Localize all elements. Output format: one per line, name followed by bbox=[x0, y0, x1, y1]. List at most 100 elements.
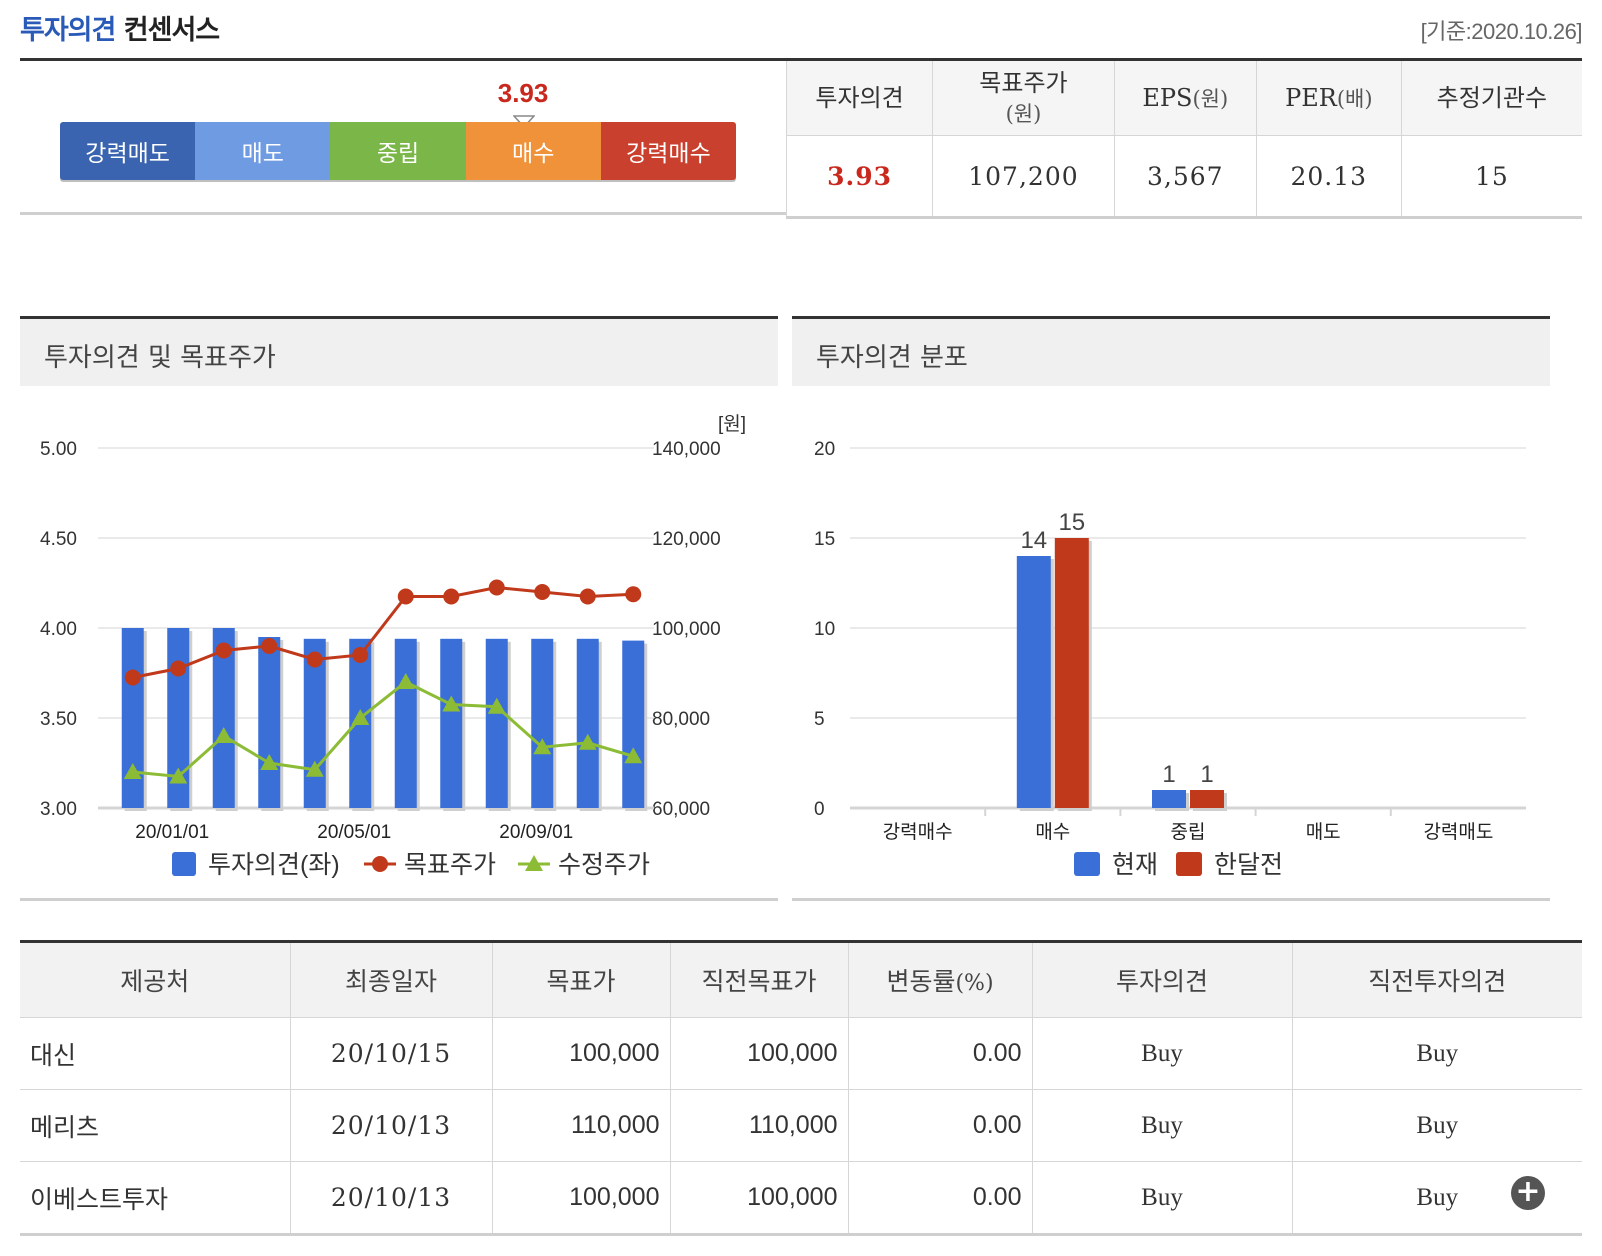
summary-eps-value: 3,567 bbox=[1113, 135, 1257, 219]
target-price-point bbox=[170, 660, 187, 677]
summary-header-eps: EPS(원) bbox=[1113, 61, 1257, 136]
y-left-tick-label: 3.50 bbox=[40, 709, 77, 730]
consensus-score: 3.93 bbox=[497, 78, 549, 108]
y-left-tick-label: 4.00 bbox=[40, 619, 77, 640]
opinion-distribution-panel: 투자의견 분포 20 15 10 5 0 강력매수 매수 14 15 중립 1 1 매도 강력매도 현재 한달… bbox=[792, 316, 1550, 901]
more-plus-icon[interactable]: + bbox=[1511, 1176, 1545, 1210]
y-right-tick-label: 60,000 bbox=[652, 799, 710, 820]
opinion-bar bbox=[394, 638, 417, 808]
data-label: 15 bbox=[1058, 509, 1085, 536]
distribution-bar bbox=[1016, 556, 1051, 808]
panel-footer-right bbox=[792, 898, 1550, 901]
legend-swatch bbox=[525, 855, 543, 871]
broker-table: 제공처 최종일자 목표가 직전목표가 변동률(%) 투자의견 직전투자의견 대신… bbox=[20, 940, 1582, 1236]
x-tick-label: 강력매도 bbox=[1423, 821, 1493, 843]
distribution-bar bbox=[1054, 538, 1089, 808]
broker-name: 대신 bbox=[20, 1017, 290, 1090]
legend-label: 투자의견(좌) bbox=[208, 851, 340, 879]
col-prev-opinion: 직전투자의견 bbox=[1291, 940, 1582, 1018]
broker-change: 0.00 bbox=[847, 1161, 1032, 1236]
panel-footer-left bbox=[20, 898, 778, 901]
broker-date: 20/10/13 bbox=[289, 1161, 492, 1236]
target-price-point bbox=[261, 638, 278, 654]
y-right-tick-label: 140,000 bbox=[652, 439, 721, 460]
data-label: 1 bbox=[1162, 761, 1175, 788]
summary-header-per: PER(배) bbox=[1255, 61, 1402, 136]
y-tick-label: 15 bbox=[814, 529, 835, 550]
target-price-point bbox=[443, 588, 460, 605]
target-price-point bbox=[625, 586, 642, 603]
scale-segment: 강력매도 bbox=[60, 122, 196, 180]
target-price-point bbox=[352, 647, 369, 663]
x-tick-label: 20/05/01 bbox=[317, 822, 391, 843]
broker-date: 20/10/15 bbox=[289, 1017, 492, 1090]
broker-target: 100,000 bbox=[491, 1017, 670, 1090]
opinion-bar bbox=[121, 628, 144, 808]
adjusted-price-point bbox=[123, 763, 142, 779]
data-label: 14 bbox=[1020, 527, 1047, 554]
opinion-target-panel: 투자의견 및 목표주가 [원] 5.00 4.50 4.00 3.50 3.00 140,0… bbox=[20, 316, 778, 901]
col-date: 최종일자 bbox=[289, 940, 492, 1018]
adjusted-price-point bbox=[351, 709, 370, 725]
summary-header-per-unit: (배) bbox=[1336, 87, 1373, 111]
adjusted-price-line bbox=[132, 680, 634, 779]
broker-header-row: 제공처 최종일자 목표가 직전목표가 변동률(%) 투자의견 직전투자의견 bbox=[20, 940, 1582, 1018]
broker-prev-target: 100,000 bbox=[669, 1017, 848, 1090]
summary-opinion-value: 3.93 bbox=[785, 135, 933, 219]
target-price-point bbox=[397, 588, 414, 605]
col-opinion: 투자의견 bbox=[1031, 940, 1292, 1018]
opinion-bar bbox=[576, 638, 599, 808]
y-right-tick-label: 80,000 bbox=[652, 709, 710, 730]
col-change: 변동률(%) bbox=[847, 940, 1032, 1018]
col-prev-target: 직전목표가 bbox=[669, 940, 848, 1018]
broker-change: 0.00 bbox=[847, 1017, 1032, 1090]
opinion-scale: 강력매도 매도 중립 매수 강력매수 bbox=[60, 122, 736, 180]
unit-label: [원] bbox=[718, 413, 746, 435]
adjusted-price-point bbox=[442, 695, 461, 712]
adjusted-price-point bbox=[260, 754, 279, 770]
page-title: 투자의견 컨센서스 bbox=[20, 8, 220, 47]
broker-prev-opinion: Buy bbox=[1291, 1017, 1582, 1090]
legend-swatch bbox=[372, 856, 388, 872]
distribution-bar bbox=[1190, 790, 1224, 808]
reference-date: [기준:2020.10.26] bbox=[1420, 19, 1583, 44]
opinion-bar bbox=[622, 640, 645, 808]
target-price-point bbox=[488, 579, 505, 596]
target-price-point bbox=[579, 588, 596, 605]
y-tick-label: 10 bbox=[814, 619, 835, 640]
adjusted-price-point bbox=[305, 760, 324, 777]
panel-title-right: 투자의견 분포 bbox=[792, 316, 1550, 386]
summary-header-per-label: PER bbox=[1285, 84, 1337, 112]
broker-target: 110,000 bbox=[491, 1089, 670, 1162]
adjusted-price-point bbox=[214, 727, 233, 743]
table-row: 이베스트투자 20/10/13 100,000 100,000 0.00 Buy… bbox=[20, 1161, 1582, 1236]
y-right-tick-label: 100,000 bbox=[652, 619, 721, 640]
x-tick-label: 중립 bbox=[1171, 821, 1206, 843]
adjusted-price-point bbox=[169, 767, 188, 784]
scale-segment: 매도 bbox=[195, 122, 331, 180]
summary-per-value: 20.13 bbox=[1255, 135, 1402, 219]
legend-label: 수정주가 bbox=[558, 851, 650, 879]
adjusted-price-point bbox=[396, 673, 415, 689]
opinion-bar bbox=[485, 638, 508, 808]
y-left-tick-label: 4.50 bbox=[40, 529, 77, 550]
consensus-summary-table: 투자의견 목표주가 (원) EPS(원) PER(배) 추정기관수 3.93 10… bbox=[785, 61, 1582, 219]
adjusted-price-point bbox=[533, 738, 552, 755]
scale-pointer-icon bbox=[512, 114, 536, 133]
legend-swatch bbox=[1176, 852, 1202, 876]
broker-prev-target: 100,000 bbox=[669, 1161, 848, 1236]
col-change-label: 변동률 bbox=[886, 967, 956, 996]
col-target: 목표가 bbox=[491, 940, 670, 1018]
legend-label: 한달전 bbox=[1214, 851, 1283, 879]
summary-header-target-unit: (원) bbox=[1005, 102, 1042, 126]
x-tick-label: 20/09/01 bbox=[499, 822, 573, 843]
summary-header-target-label: 목표주가 bbox=[979, 69, 1068, 97]
opinion-bar bbox=[440, 638, 463, 808]
summary-header-row: 투자의견 목표주가 (원) EPS(원) PER(배) 추정기관수 bbox=[785, 61, 1582, 136]
opinion-target-chart: [원] 5.00 4.50 4.00 3.50 3.00 140,000 120,000 100… bbox=[40, 413, 746, 879]
summary-bottom-rule bbox=[20, 212, 786, 215]
target-price-point bbox=[534, 584, 551, 600]
title-highlight: 투자의견 bbox=[20, 15, 116, 46]
target-price-point bbox=[124, 669, 141, 686]
